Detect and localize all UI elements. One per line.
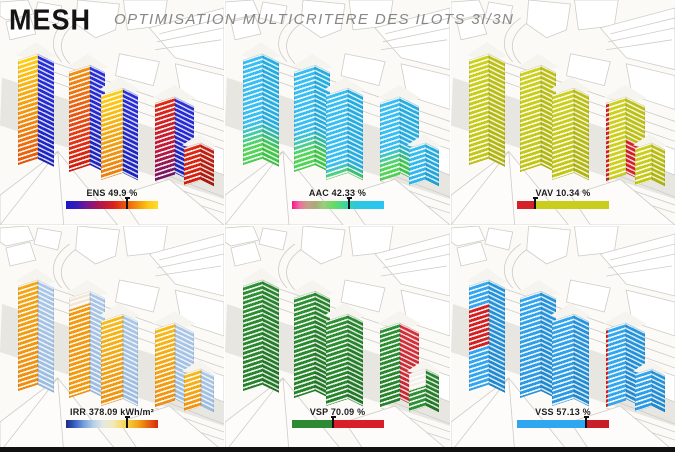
legend: VSP 70.09 %	[291, 407, 384, 428]
tower-left-face	[520, 65, 541, 172]
panel-vsp: VSP 70.09 %	[225, 226, 450, 452]
tower-right-face	[38, 53, 54, 167]
panel-vav: VAV 10.34 %	[451, 0, 675, 225]
colorbar	[517, 197, 609, 209]
tower-left-face	[155, 322, 175, 407]
tower-right-face	[652, 142, 665, 186]
legend-label: VSP 70.09 %	[309, 407, 366, 417]
tower-right-face	[123, 313, 138, 407]
tower-right-face	[574, 87, 589, 181]
legend-label: IRR 378.09 kWh/m²	[70, 407, 154, 417]
tower-left-face	[326, 313, 348, 406]
tower-right-face	[426, 368, 439, 412]
tower-left-face	[101, 313, 123, 406]
tower-right-face	[574, 313, 589, 407]
colorbar	[517, 416, 609, 428]
tower-right-face	[123, 87, 138, 181]
tower-left-face	[552, 313, 574, 406]
tower-left-face	[101, 87, 123, 180]
legend: IRR 378.09 kWh/m²	[66, 407, 158, 428]
buildings-group	[451, 0, 675, 225]
tower-left-face	[184, 368, 201, 412]
tower-right-face	[652, 368, 665, 412]
colorbar-tick	[533, 197, 539, 209]
colorbar-tick	[124, 416, 130, 428]
colorbar-tick	[346, 197, 352, 209]
colorbar	[66, 197, 158, 209]
tower-left-face	[380, 96, 400, 181]
tower-left-face	[243, 53, 263, 166]
tower-left-face	[184, 142, 201, 186]
tower-left-face	[635, 142, 652, 186]
tower-left-face	[520, 291, 541, 398]
colorbar	[66, 416, 158, 428]
buildings-group	[225, 226, 450, 452]
tower-left-face	[18, 53, 38, 166]
tower-left-face	[69, 291, 90, 398]
legend: ENS 49.9 %	[66, 188, 158, 209]
tower-left-face	[243, 279, 263, 391]
buildings-group	[451, 226, 675, 452]
tower-right-face	[348, 313, 363, 407]
panel-vss: VSS 57.13 %	[451, 226, 675, 452]
colorbar	[291, 416, 384, 428]
tower-left-face	[606, 322, 626, 407]
tower-right-face	[263, 53, 279, 167]
legend-label: ENS 49.9 %	[86, 188, 138, 198]
buildings-group	[225, 0, 450, 225]
tower-right-face	[348, 87, 363, 181]
legend: VAV 10.34 %	[517, 188, 609, 209]
tower-right-face	[38, 279, 54, 393]
tower-left-face	[380, 322, 400, 407]
tower-left-face	[409, 142, 426, 186]
tower-left-face	[18, 279, 38, 391]
colorbar	[291, 197, 384, 209]
tower-left-face	[469, 53, 489, 166]
bottom-bar	[0, 447, 675, 452]
panel-ens: ENS 49.9 %	[0, 0, 224, 225]
panel-irr: IRR 378.09 kWh/m²	[0, 226, 224, 452]
tower-right-face	[489, 279, 505, 393]
tower-left-face	[69, 65, 90, 172]
legend-label: AAC 42.33 %	[308, 188, 367, 198]
colorbar-tick	[330, 416, 336, 428]
tower-left-face	[294, 291, 315, 398]
tower-left-face	[635, 368, 652, 412]
tower-left-face	[469, 279, 489, 391]
tower-right-face	[201, 142, 214, 186]
legend-label: VSS 57.13 %	[535, 407, 591, 417]
buildings-group	[0, 0, 224, 225]
tower-left-face	[294, 65, 315, 172]
tower-left-face	[552, 87, 574, 180]
tower-left-face	[606, 96, 626, 181]
tower-left-face	[326, 87, 348, 180]
tower-left-face	[155, 96, 175, 181]
legend: AAC 42.33 %	[291, 188, 384, 209]
buildings-group	[0, 226, 224, 452]
colorbar-tick	[584, 416, 589, 428]
tower-right-face	[263, 279, 279, 393]
legend: VSS 57.13 %	[517, 407, 609, 428]
tower-right-face	[426, 142, 439, 186]
legend-label: VAV 10.34 %	[535, 188, 591, 198]
colorbar-tick	[124, 197, 130, 209]
tower-right-face	[489, 53, 505, 167]
panel-aac: AAC 42.33 %	[225, 0, 450, 225]
tower-left-face	[409, 368, 426, 412]
tower-right-face	[201, 368, 214, 412]
